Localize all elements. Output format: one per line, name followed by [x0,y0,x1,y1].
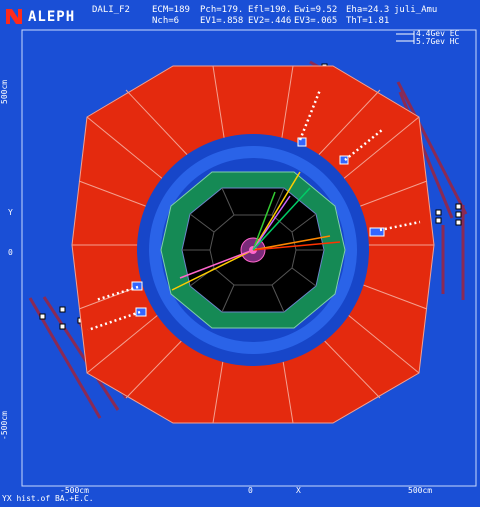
ev3-value: EV3=.065 [294,16,338,26]
ewi-value: Ewi=9.52 [294,5,338,15]
y-axis-bottom-label: -500cm [0,411,9,440]
legend-ec: 4.4Gev EC [416,29,460,38]
inner-tracker-lines [182,187,324,313]
pch-value: Pch=179. [200,5,244,15]
ecm-value: ECM=189 [152,5,190,15]
ev1-value: EV1=.858 [200,16,244,26]
ev2-value: EV2=.446 [248,16,292,26]
x-axis-zero: 0 [248,486,253,495]
charged-tracks [171,171,341,291]
x-axis-name: X [296,486,301,495]
y-axis-top-label: 500cm [0,79,9,104]
hcal-module-lines [72,65,434,424]
efl-value: Efl=190. [248,5,292,15]
footer-caption: YX hist.of BA.+E.C. [2,494,94,503]
aleph-logo-icon [6,9,22,24]
tht-value: ThT=1.81 [346,16,390,26]
user-name: juli_Amu [394,5,438,15]
nch-value: Nch=6 [152,16,180,26]
program-name: DALI_F2 [92,5,130,15]
y-axis-zero: 0 [8,248,13,257]
experiment-name: ALEPH [28,9,76,25]
legend-scale [396,31,415,44]
legend-hc: 5.7Gev HC [416,37,460,46]
hcal-hits [87,89,421,332]
eha-value: Eha=24.3 [346,5,390,15]
x-axis-right-label: 500cm [408,486,433,495]
y-axis-name: Y [8,208,13,217]
plot-border [21,29,477,487]
x-axis-left-label: -500cm [60,486,89,495]
ecal-clusters [131,137,385,317]
